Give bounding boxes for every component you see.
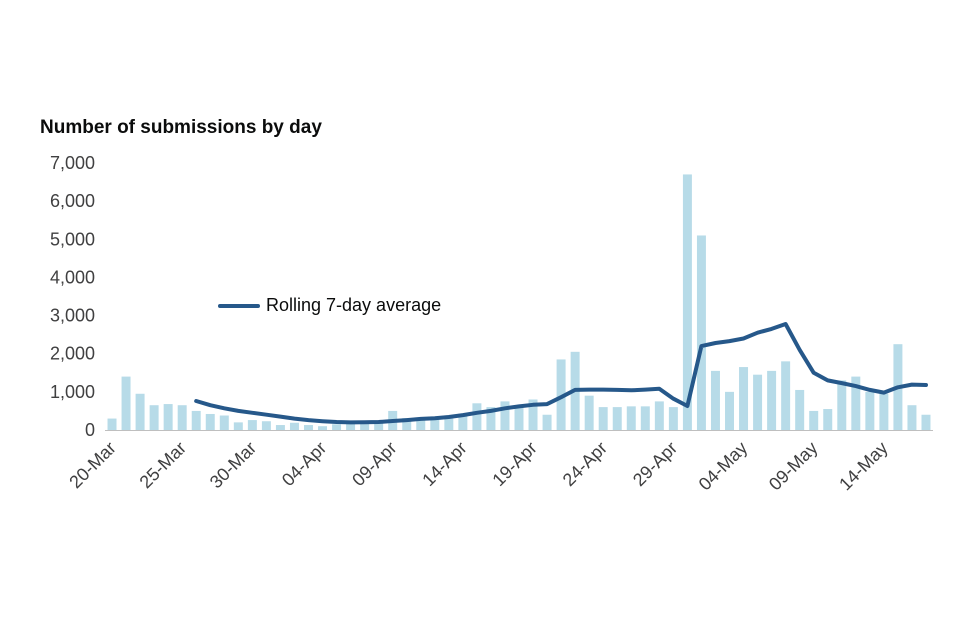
bar [865,391,875,430]
bar [121,376,131,430]
bar [584,395,594,430]
bar [668,407,678,430]
bar [219,415,229,430]
bar [710,370,720,430]
bar [500,401,510,430]
chart-title: Number of submissions by day [40,117,322,138]
bar [191,410,201,430]
bar [654,401,664,430]
y-tick-label: 3,000 [50,306,95,326]
bar [514,405,524,430]
bar [556,359,566,430]
bar [795,389,805,430]
legend: Rolling 7-day average [218,295,441,316]
bar [542,414,552,430]
bar [458,413,468,430]
y-tick-label: 5,000 [50,229,95,249]
legend-label: Rolling 7-day average [266,295,442,315]
x-tick-label: 14-Apr [418,438,470,490]
bar [472,403,482,430]
bar [233,422,243,430]
bar [332,424,342,430]
y-tick-label: 6,000 [50,191,95,211]
bar [444,418,454,430]
bar [149,405,159,430]
x-tick-label: 29-Apr [629,438,681,490]
bar [486,407,496,430]
bar [318,426,328,430]
bar [247,420,257,430]
x-tick-label: 09-Apr [348,438,400,490]
x-tick-label: 25-Mar [136,438,190,492]
bar [598,407,608,430]
bar [360,422,370,430]
y-tick-label: 7,000 [50,153,95,173]
x-tick-label: 04-Apr [278,438,330,490]
x-tick-label: 30-Mar [206,438,260,492]
bar [107,418,117,430]
bar [416,418,426,430]
bar [304,425,313,430]
bar [612,407,622,430]
y-tick-label: 4,000 [50,267,95,287]
bar [430,419,440,430]
bar [823,409,833,430]
bar [753,374,763,430]
bar [135,393,145,430]
bar [696,235,706,430]
bar [626,406,636,430]
bar [402,418,412,430]
bar [528,399,538,430]
bar [205,413,215,430]
bar [809,410,819,430]
x-tick-label: 09-May [765,438,822,495]
x-tick-label: 20-Mar [65,438,119,492]
bar [275,425,285,430]
bar [851,376,861,430]
bar [289,422,299,430]
y-tick-label: 0 [85,420,95,440]
bar [177,405,187,430]
bar [346,423,356,430]
bar [907,405,917,430]
rolling-average-line [194,322,928,425]
bar [781,361,791,430]
legend-line-icon [218,303,260,308]
y-tick-label: 2,000 [50,344,95,364]
bar [767,370,777,430]
x-tick-label: 24-Apr [559,438,611,490]
bar [725,391,734,430]
bar [739,367,749,430]
y-tick-label: 1,000 [50,382,95,402]
x-tick-label: 04-May [695,438,752,495]
bar [682,174,692,430]
bar [163,404,173,430]
bar [837,380,847,430]
bar [640,406,650,430]
bar [921,414,931,430]
x-tick-label: 14-May [835,438,892,495]
x-tick-label: 19-Apr [488,438,540,490]
bar [374,423,384,430]
bar [879,393,889,430]
bar [261,421,271,430]
